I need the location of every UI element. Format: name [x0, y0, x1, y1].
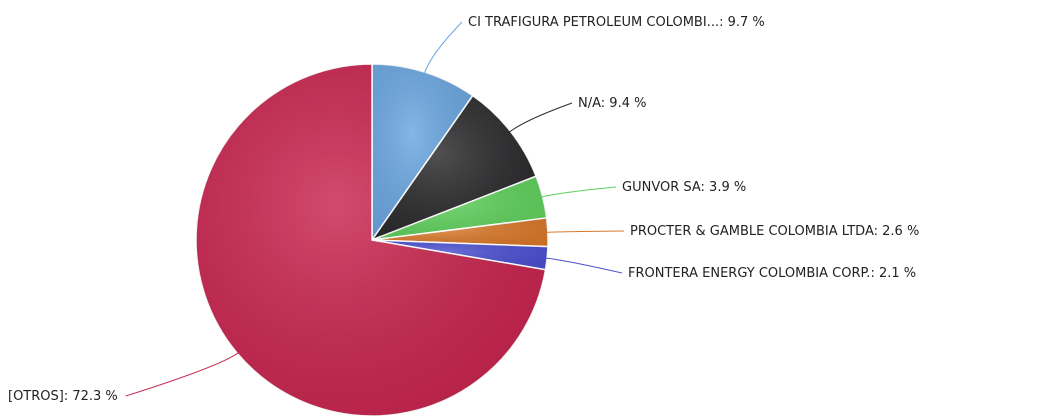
connector [540, 186, 617, 198]
connector [125, 351, 240, 397]
slice-label-value: : 3.9 % [701, 180, 747, 195]
slice-label-value: : 2.6 % [874, 224, 920, 239]
connector [423, 21, 463, 75]
slice-label: [OTROS]: 72.3 % [8, 389, 118, 404]
slice-label: GUNVOR SA: 3.9 % [622, 180, 746, 195]
slice-label-name: FRONTERA ENERGY COLOMBIA CORP. [628, 266, 870, 281]
slice-label: CI TRAFIGURA PETROLEUM COLOMBI...: 9.7 % [468, 15, 765, 30]
slice-label-value: : 9.4 % [601, 96, 647, 111]
slice-label-value: : 2.1 % [870, 266, 916, 281]
connector [545, 230, 625, 233]
slice-label-value: : 9.7 % [719, 15, 765, 30]
slice-label-name: PROCTER & GAMBLE COLOMBIA LTDA [630, 224, 874, 239]
slice-label-name: [OTROS] [8, 389, 64, 404]
slice-label: PROCTER & GAMBLE COLOMBIA LTDA: 2.6 % [630, 224, 919, 239]
slice-label-name: CI TRAFIGURA PETROLEUM COLOMBI... [468, 15, 719, 30]
slice-label: N/A: 9.4 % [578, 96, 646, 111]
slice-label: FRONTERA ENERGY COLOMBIA CORP.: 2.1 % [628, 266, 916, 281]
connector [545, 257, 623, 274]
slice-label-name: GUNVOR SA [622, 180, 701, 195]
slice-label-name: N/A [578, 96, 601, 111]
slice-label-value: : 72.3 % [64, 389, 118, 404]
connector [508, 102, 573, 133]
